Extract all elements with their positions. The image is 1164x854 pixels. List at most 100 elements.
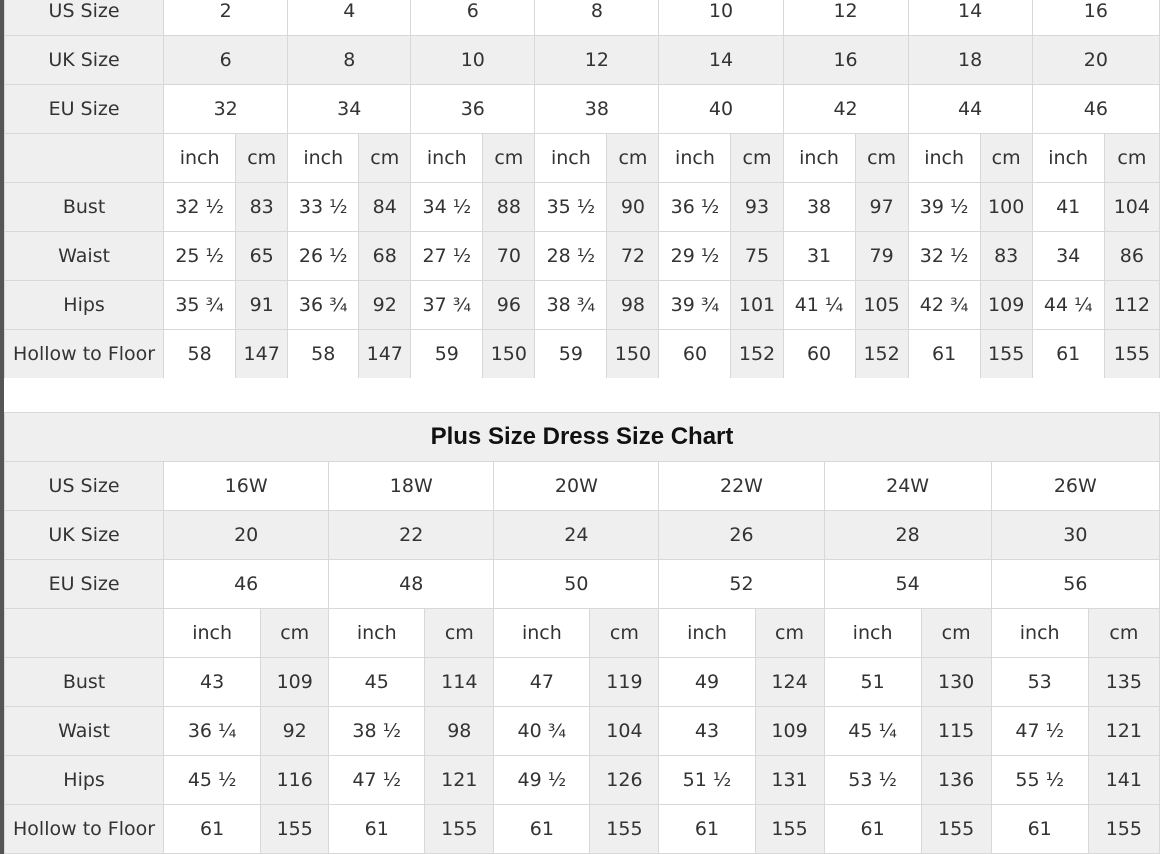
inch-cell: 45 ½ [163, 755, 262, 805]
cm-cell: 92 [260, 706, 330, 756]
cm-cell: 147 [235, 329, 289, 379]
unit-cm: cm [1103, 133, 1161, 183]
inch-cell: 47 ½ [990, 706, 1089, 756]
inch-cell: 33 ½ [287, 182, 360, 232]
cm-cell: 130 [920, 657, 992, 707]
measure-row: Waist 36 ¼ 92 38 ½ 98 40 ¾ 104 43 109 45 ¼ 115 47 ½… [3, 706, 1161, 756]
cm-cell: 116 [260, 755, 330, 805]
inch-cell: 32 ½ [163, 182, 237, 232]
row-label: US Size [3, 461, 165, 511]
row-label: Hips [3, 280, 165, 330]
cm-cell: 155 [424, 804, 495, 854]
cm-cell: 65 [235, 231, 289, 281]
unit-inch: inch [782, 133, 856, 183]
unit-inch: inch [534, 133, 608, 183]
unit-inch: inch [658, 608, 756, 658]
inch-cell: 39 ½ [907, 182, 981, 232]
inch-cell: 27 ½ [410, 231, 484, 281]
inch-cell: 34 [1031, 231, 1105, 281]
size-cell: 26W [990, 461, 1161, 511]
inch-cell: 42 ¾ [907, 280, 981, 330]
cm-cell: 79 [854, 231, 909, 281]
inch-cell: 32 ½ [907, 231, 981, 281]
cm-cell: 109 [979, 280, 1033, 330]
inch-cell: 36 ½ [658, 182, 732, 232]
cm-cell: 124 [754, 657, 825, 707]
size-cell: 30 [990, 510, 1161, 560]
cm-cell: 68 [358, 231, 412, 281]
inch-cell: 61 [658, 804, 756, 854]
cm-cell: 147 [358, 329, 412, 379]
size-cell: 44 [907, 84, 1033, 134]
cm-cell: 92 [358, 280, 412, 330]
inch-cell: 51 ½ [658, 755, 756, 805]
inch-cell: 51 [823, 657, 922, 707]
left-border [0, 0, 4, 854]
inch-cell: 45 [328, 657, 426, 707]
inch-cell: 31 [782, 231, 856, 281]
unit-inch: inch [163, 608, 262, 658]
cm-cell: 152 [854, 329, 909, 379]
cm-cell: 136 [920, 755, 992, 805]
cm-cell: 115 [920, 706, 992, 756]
cm-cell: 126 [589, 755, 660, 805]
size-cell: 32 [163, 84, 289, 134]
inch-cell: 35 ¾ [163, 280, 237, 330]
unit-cm: cm [260, 608, 330, 658]
cm-cell: 100 [979, 182, 1033, 232]
size-row: UK Size 20 22 24 26 28 30 [3, 510, 1161, 560]
size-cell: 46 [1031, 84, 1161, 134]
inch-cell: 61 [990, 804, 1089, 854]
size-cell: 22W [658, 461, 825, 511]
size-cell: 40 [658, 84, 784, 134]
size-cell: 10 [658, 0, 784, 36]
cm-cell: 88 [482, 182, 536, 232]
size-row: EU Size 46 48 50 52 54 56 [3, 559, 1161, 609]
size-cell: 38 [534, 84, 660, 134]
size-cell: 20 [1031, 35, 1161, 85]
cm-cell: 155 [1087, 804, 1161, 854]
size-cell: 24W [823, 461, 992, 511]
inch-cell: 38 ½ [328, 706, 426, 756]
size-row: US Size 2 4 6 8 10 12 14 16 [3, 0, 1161, 36]
unit-cm: cm [1087, 608, 1161, 658]
unit-row: inch cm inch cm inch cm inch cm inch cm inch cm inch… [3, 133, 1161, 183]
inch-cell: 59 [534, 329, 608, 379]
cm-cell: 114 [424, 657, 495, 707]
inch-cell: 40 ¾ [493, 706, 591, 756]
size-row: EU Size 32 34 36 38 40 42 44 46 [3, 84, 1161, 134]
inch-cell: 25 ½ [163, 231, 237, 281]
inch-cell: 53 [990, 657, 1089, 707]
cm-cell: 141 [1087, 755, 1161, 805]
cm-cell: 152 [730, 329, 784, 379]
cm-cell: 155 [920, 804, 992, 854]
size-cell: 42 [782, 84, 909, 134]
row-label: UK Size [3, 510, 165, 560]
measure-row: Bust 32 ½ 83 33 ½ 84 34 ½ 88 35 ½ 90 36 ½ 93 38 97 39… [3, 182, 1161, 232]
inch-cell: 41 [1031, 182, 1105, 232]
cm-cell: 70 [482, 231, 536, 281]
unit-inch: inch [658, 133, 732, 183]
size-cell: 6 [410, 0, 536, 36]
row-label: Hips [3, 755, 165, 805]
unit-inch: inch [1031, 133, 1105, 183]
cm-cell: 86 [1103, 231, 1161, 281]
size-cell: 18W [328, 461, 495, 511]
standard-size-chart: US Size 2 4 6 8 10 12 14 16 UK Size 6 8 10 12 14 16 18 20… [3, 0, 1161, 379]
inch-cell: 61 [163, 804, 262, 854]
inch-cell: 43 [163, 657, 262, 707]
unit-cm: cm [482, 133, 536, 183]
inch-cell: 26 ½ [287, 231, 360, 281]
row-label: EU Size [3, 559, 165, 609]
unit-inch: inch [328, 608, 426, 658]
cm-cell: 75 [730, 231, 784, 281]
unit-inch: inch [287, 133, 360, 183]
cm-cell: 155 [589, 804, 660, 854]
cm-cell: 155 [1103, 329, 1161, 379]
inch-cell: 61 [1031, 329, 1105, 379]
chart-title: Plus Size Dress Size Chart [4, 412, 1160, 462]
row-label: Hollow to Floor [3, 329, 165, 379]
cm-cell: 101 [730, 280, 784, 330]
cm-cell: 135 [1087, 657, 1161, 707]
inch-cell: 36 ¾ [287, 280, 360, 330]
